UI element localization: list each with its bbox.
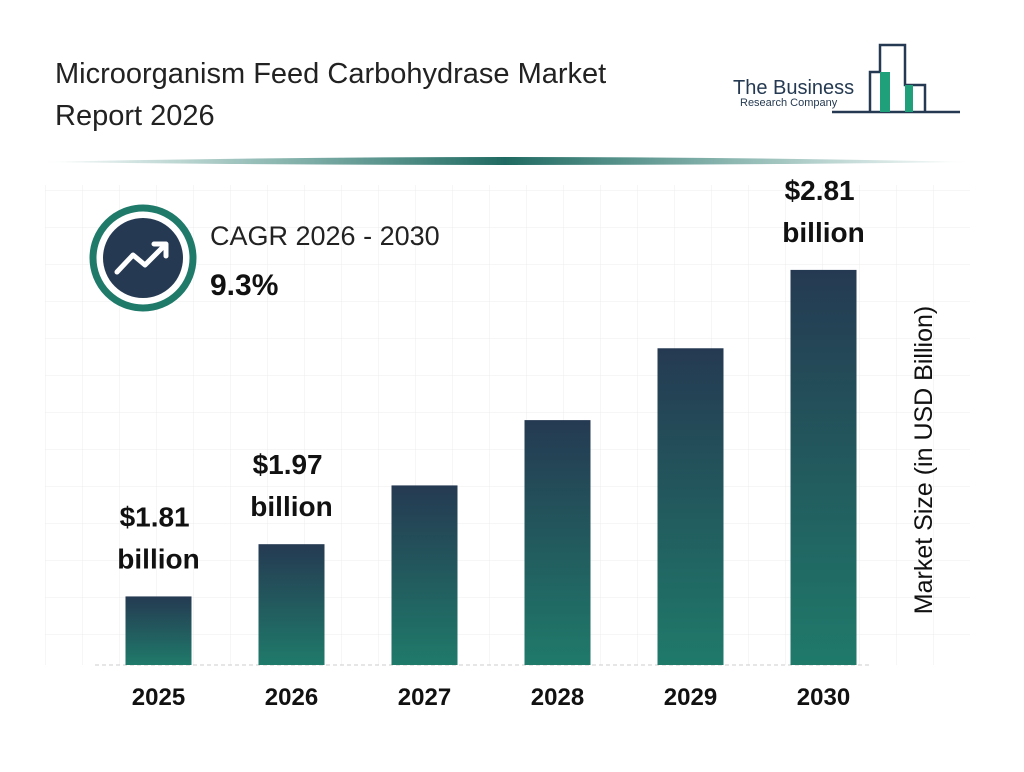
logo-line2: Research Company: [740, 97, 838, 109]
chart-title-text: Microorganism Feed Carbohydrase Market: [55, 58, 614, 90]
value-label: $2.81 billion: [782, 175, 864, 248]
cagr-badge: [89, 204, 197, 312]
bar: [125, 596, 192, 665]
title-rule: [40, 157, 970, 165]
x-tick-label: 2027: [398, 684, 451, 711]
x-tick-label: 2025: [132, 684, 185, 711]
bar: [258, 544, 325, 665]
cagr-label: CAGR 2026 - 2030: [210, 221, 440, 251]
x-tick-label: 2029: [664, 684, 717, 711]
x-tick-label: 2030: [797, 684, 850, 711]
bar: [790, 269, 857, 665]
logo: The Business Research Company: [733, 43, 960, 114]
logo-line1: The Business: [733, 77, 854, 99]
x-tick-label: 2028: [531, 684, 584, 711]
cagr-value: 9.3%: [210, 269, 278, 302]
bar: [657, 348, 724, 665]
bar: [524, 420, 591, 665]
bar: [391, 485, 458, 665]
chart-title: Microorganism Feed Carbohydrase Market R…: [55, 58, 614, 132]
x-tick-label: 2026: [265, 684, 318, 711]
value-label: $1.97 billion: [250, 449, 332, 522]
value-label: $1.81 billion: [117, 501, 199, 574]
y-axis-label: Market Size (in USD Billion): [910, 306, 938, 614]
